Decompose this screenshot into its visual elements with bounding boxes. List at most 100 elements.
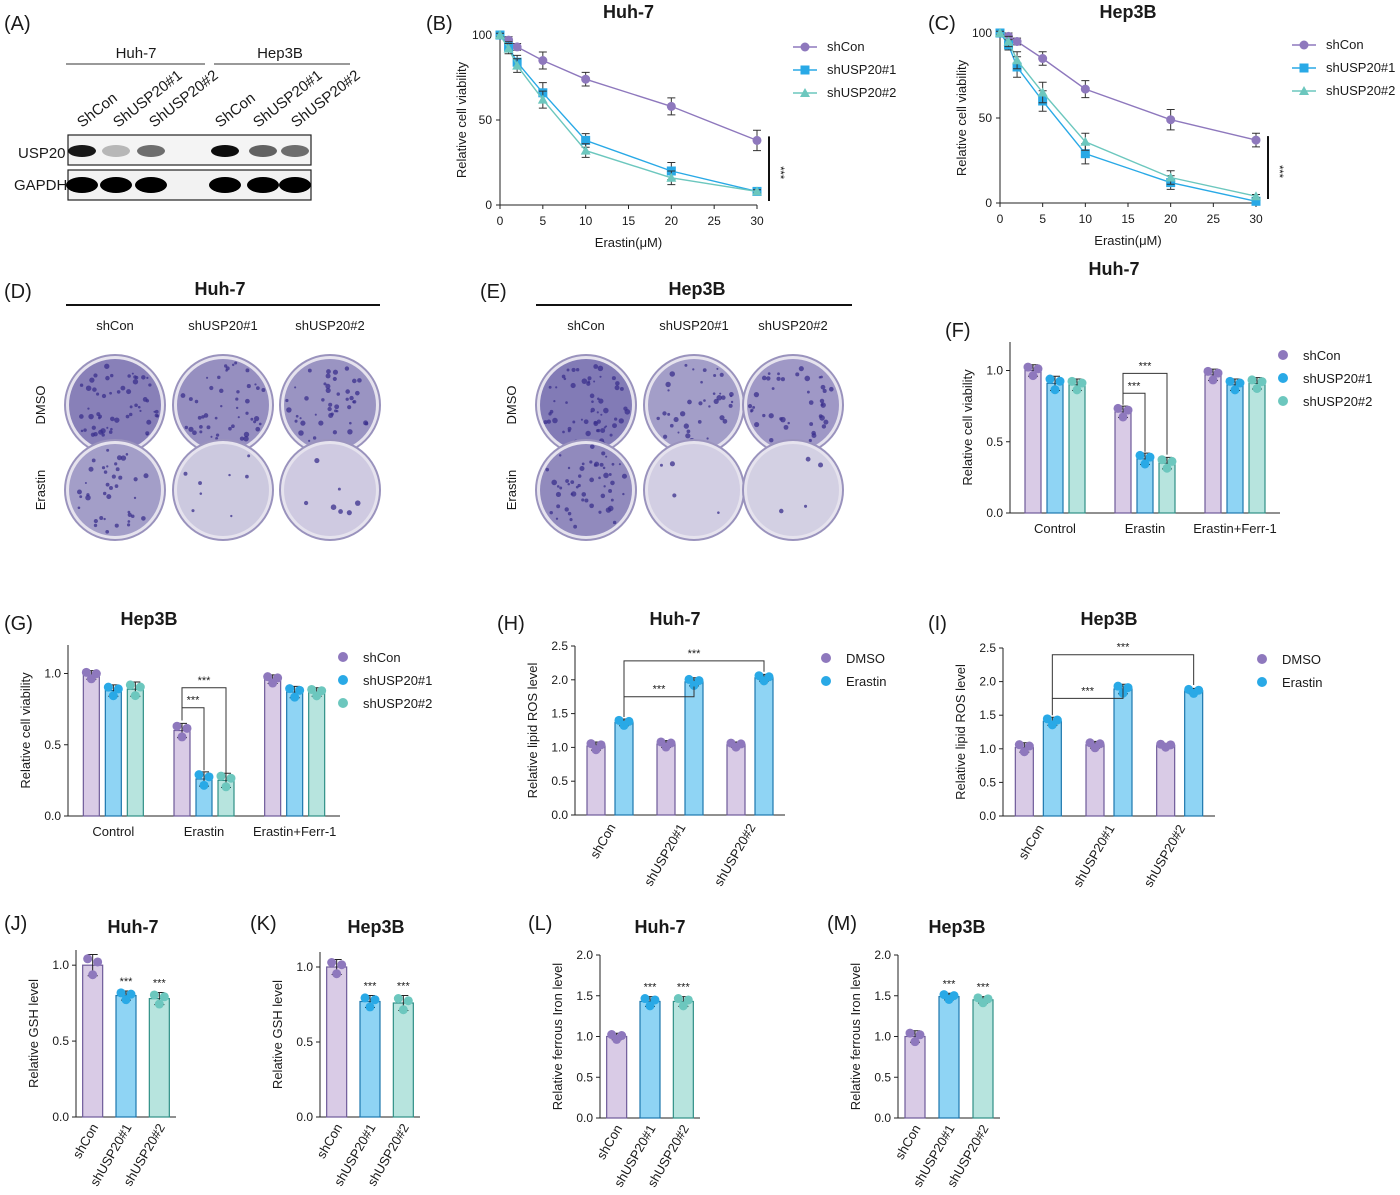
wb-group-label: Huh-7: [116, 45, 157, 62]
colony-dot: [804, 504, 808, 508]
column-label: shCon: [567, 318, 605, 333]
legend-marker: [821, 653, 831, 663]
culture-dish: [742, 439, 844, 541]
wb-row-label: GAPDH: [14, 177, 67, 194]
colony-dot: [355, 390, 360, 396]
legend-marker: [1299, 63, 1309, 73]
colony-dot: [79, 414, 84, 419]
column-label: shUSP20#1: [659, 318, 728, 333]
bar: [1046, 382, 1064, 514]
colony-dot: [822, 388, 827, 393]
colony-dot: [141, 375, 146, 380]
colony-dot: [600, 428, 606, 434]
colony-dot: [300, 420, 306, 426]
colony-dot: [555, 491, 562, 498]
x-tick-label: Erastin+Ferr-1: [253, 824, 336, 839]
colony-dot: [145, 431, 150, 436]
data-point: [1012, 37, 1022, 46]
colony-dot: [719, 392, 722, 395]
colony-dot: [598, 476, 601, 480]
x-tick-label: Erastin: [1125, 521, 1165, 536]
colony-dot: [103, 470, 108, 474]
replicate-dot: [1045, 374, 1055, 384]
colony-dot: [593, 364, 599, 369]
y-tick-label: 1.5: [874, 989, 891, 1003]
colony-dot: [663, 434, 668, 439]
x-axis-label: Erastin(μM): [595, 235, 662, 250]
significance-marker: ***: [644, 982, 658, 994]
x-tick-label: 5: [539, 214, 546, 228]
legend-marker: [1278, 373, 1288, 383]
y-tick-label: 0: [985, 196, 992, 210]
colony-dot: [712, 392, 716, 395]
row-label: Erastin: [33, 470, 48, 510]
panel-label-i: (I): [928, 613, 947, 635]
column-label: shUSP20#1: [188, 318, 257, 333]
y-tick-label: 0.5: [874, 1070, 891, 1084]
colony-dot: [214, 416, 218, 420]
colony-dot: [237, 416, 240, 419]
x-tick-label: shCon: [593, 1122, 625, 1162]
colony-dot: [597, 365, 604, 372]
wb-row-label: USP20: [18, 145, 66, 162]
colony-dot: [575, 368, 580, 372]
bar: [1024, 369, 1042, 514]
legend-label: shCon: [1303, 348, 1341, 363]
replicate-dot: [126, 989, 136, 999]
chart-title: Hep3B: [1080, 609, 1137, 629]
x-tick-label: 25: [707, 214, 721, 228]
colony-dot: [106, 448, 110, 452]
colony-dot: [605, 507, 612, 513]
colony-dot: [768, 413, 774, 419]
colony-dot: [804, 375, 811, 382]
colony-dot: [188, 426, 194, 432]
replicate-dot: [640, 994, 650, 1004]
replicate-dot: [617, 1031, 627, 1041]
colony-dot: [245, 368, 250, 373]
colony-dot: [753, 392, 760, 398]
colony-dot: [565, 479, 569, 483]
colony-dot: [565, 401, 568, 404]
colony-dot: [609, 433, 613, 437]
colony-dot: [96, 412, 101, 417]
colony-dot: [93, 523, 98, 528]
bar: [1204, 374, 1222, 514]
legend-marker: [1299, 40, 1309, 50]
replicate-dot: [172, 721, 182, 731]
colony-dot: [246, 384, 251, 389]
colony-dot: [243, 431, 250, 438]
data-point: [666, 172, 677, 182]
colony-dot: [330, 412, 334, 416]
colony-dot: [708, 405, 711, 408]
panel-b-line-chart: (B) Huh-7 0 5 10 15 20 25 30 0 50 100 Erastin(μM) Re…: [426, 2, 896, 250]
colony-dot: [567, 429, 571, 433]
colony-dot: [101, 393, 107, 399]
colony-dot: [618, 463, 621, 466]
replicate-dot: [1167, 456, 1177, 466]
panel-label-m: (M): [827, 913, 857, 935]
colony-dot: [611, 462, 615, 466]
x-tick-label: shUSP20#2: [711, 821, 759, 889]
colony-dot: [808, 438, 812, 443]
colony-dot: [337, 487, 341, 491]
legend-label: DMSO: [846, 651, 885, 666]
colony-dot: [562, 430, 565, 434]
colony-dot: [352, 399, 357, 404]
replicate-dot: [684, 674, 694, 684]
replicate-dot: [1252, 383, 1262, 393]
colony-dot: [120, 385, 126, 391]
colony-stain: [69, 359, 161, 451]
bar: [148, 997, 170, 1118]
replicate-dot: [1095, 739, 1105, 749]
x-tick-label: 5: [1039, 212, 1046, 226]
wb-bands: [66, 145, 311, 193]
y-tick-label: 50: [979, 111, 993, 125]
colony-stain: [747, 359, 839, 451]
chart-title: Huh-7: [635, 917, 686, 937]
panel-e-colony: (E) Hep3B shCon shUSP20#1 shUSP20#2 DMSO Era…: [480, 279, 852, 541]
significance-marker: ***: [1139, 360, 1153, 372]
significance-marker: ***: [653, 684, 667, 696]
colony-dot: [615, 381, 620, 386]
replicate-dot: [905, 1028, 915, 1038]
replicate-dot: [393, 994, 403, 1003]
